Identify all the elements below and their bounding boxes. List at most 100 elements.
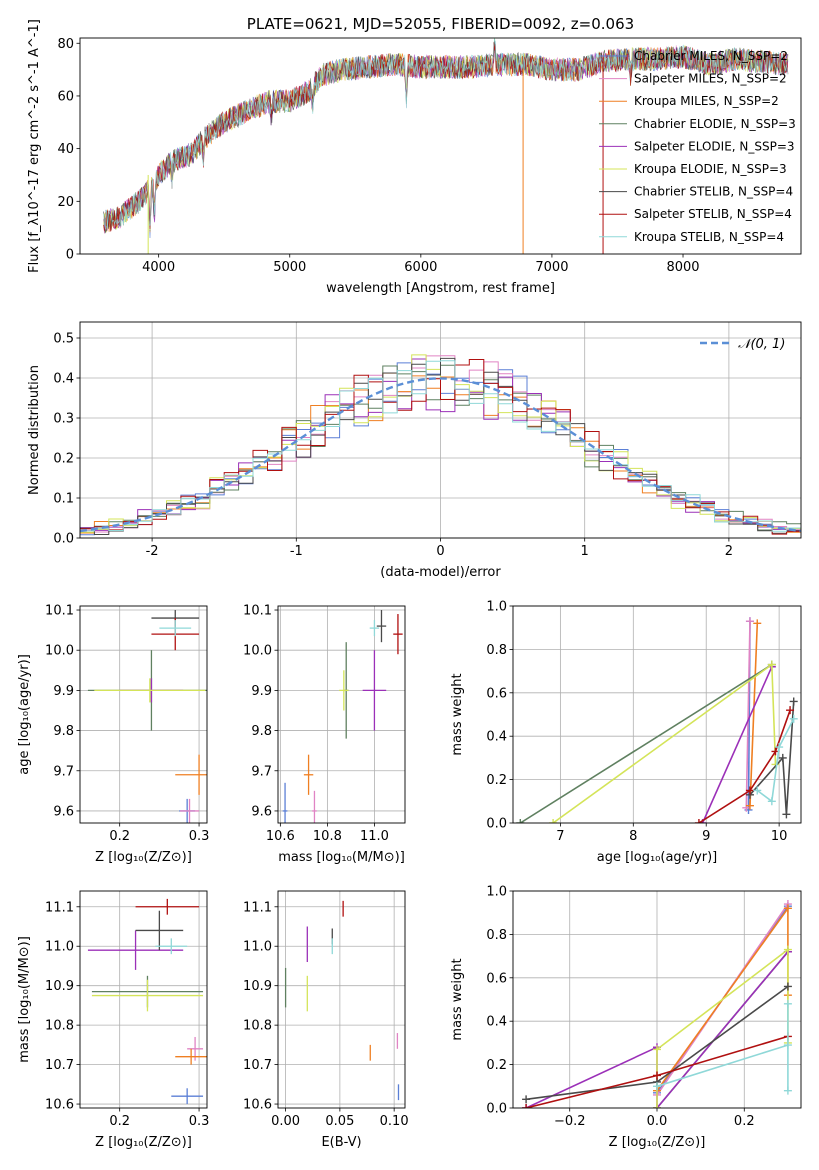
weight-marker (753, 619, 762, 628)
y-tick-label: 10.1 (45, 604, 74, 619)
axes-residuals: -2 -1 0 1 2 0.0 0.1 0.2 0.3 0.4 0.5 (data-model)/er… (27, 321, 802, 580)
x-tick-label: 10.6 (266, 829, 295, 844)
y-tick-label: 0.4 (486, 1015, 507, 1030)
weight-marker (745, 786, 754, 795)
plot-area (103, 38, 789, 254)
y-tick-label: 1.0 (486, 600, 507, 615)
weight-marker (522, 1095, 531, 1104)
weight-marker (783, 904, 792, 913)
legend-label: Salpeter MILES, N_SSP=2 (634, 72, 787, 86)
y-tick-label: 9.6 (251, 804, 272, 819)
y-tick-label: 10.7 (243, 1058, 272, 1073)
weight-marker (745, 617, 754, 626)
weight-marker (745, 801, 754, 810)
weight-marker (778, 753, 787, 762)
weight-marker (694, 819, 703, 823)
y-tick-label: 0.0 (53, 532, 74, 547)
axes-weight-vs-age: 7 8 9 10 0.0 0.2 0.4 0.6 0.8 1.0 age [log₁₀(age/yr… (450, 600, 802, 865)
weight-series-line (749, 623, 759, 806)
y-tick-label: 0.1 (53, 492, 74, 507)
weight-marker (789, 714, 798, 723)
axes-mass-vs-Z: 0.2 0.3 10.6 10.7 10.8 10.9 11.0 11.1 Z [log₁₀(Z… (17, 890, 209, 1150)
legend-label: Kroupa ELODIE, N_SSP=3 (634, 162, 787, 176)
y-tick-label: 80 (57, 37, 74, 52)
x-tick-label: 7 (556, 829, 564, 844)
y-tick-label: 10.0 (243, 644, 272, 659)
axes-frame (512, 890, 802, 1109)
x-axis-label: Z [log₁₀(Z/Z⊙)] (95, 1135, 192, 1150)
weight-marker (783, 999, 792, 1008)
x-tick-label: 0.2 (109, 1114, 130, 1129)
axes-frame (79, 890, 208, 1109)
axes-spectrum: 4000 5000 6000 7000 8000 0 20 40 60 80 wavelength … (27, 15, 802, 296)
weight-series-line (745, 621, 751, 808)
y-tick-label: 0.6 (486, 971, 507, 986)
y-tick-label: 0.4 (486, 730, 507, 745)
legend-label: Kroupa STELIB, N_SSP=4 (634, 230, 784, 244)
weight-series-line (552, 663, 777, 823)
x-tick-label: 0.3 (189, 829, 210, 844)
weight-marker (789, 697, 798, 706)
y-tick-label: 10.8 (243, 1019, 272, 1034)
x-tick-label: 11.0 (360, 829, 389, 844)
axes-age-vs-mass: 10.6 10.8 11.0 9.6 9.7 9.8 9.9 10.0 10.1 mass [lo… (243, 604, 406, 865)
weight-marker (767, 797, 776, 806)
weight-series-line (698, 709, 791, 823)
legend-label: Salpeter ELODIE, N_SSP=3 (634, 139, 795, 153)
axes-frame (79, 321, 802, 539)
x-axis-label: mass [log₁₀(M/M⊙)] (278, 850, 405, 865)
y-tick-label: 0.5 (53, 332, 74, 347)
weight-marker (753, 786, 762, 795)
y-tick-label: 10.6 (45, 1098, 74, 1113)
legend-label: Salpeter STELIB, N_SSP=4 (634, 207, 792, 221)
x-tick-label: -2 (146, 544, 159, 559)
y-tick-label: 11.1 (45, 900, 74, 915)
x-tick-label: 10 (771, 829, 788, 844)
y-tick-label: 0.4 (53, 372, 74, 387)
weight-marker (653, 1071, 661, 1080)
axes-frame (79, 605, 208, 824)
plot-area (516, 617, 798, 823)
axes-weight-vs-Z: −0.2 0.0 0.2 0.0 0.2 0.4 0.6 0.8 1.0 Z [log₁₀(Z/Z… (450, 885, 802, 1150)
x-axis-label: (data-model)/error (380, 565, 501, 580)
y-tick-label: 0.0 (486, 1102, 507, 1117)
y-tick-label: 0.3 (53, 412, 74, 427)
x-tick-label: 0.00 (271, 1114, 300, 1129)
weight-marker (653, 1045, 661, 1054)
x-tick-label: 2 (725, 544, 733, 559)
plot-area (87, 898, 207, 1105)
weight-series-line (519, 663, 773, 823)
y-tick-label: 9.7 (53, 764, 74, 779)
weight-marker (786, 706, 795, 715)
y-tick-label: 1.0 (486, 885, 507, 900)
weight-marker (783, 1041, 792, 1050)
y-tick-label: 10.8 (45, 1019, 74, 1034)
y-tick-label: 60 (57, 89, 74, 104)
y-tick-label: 9.9 (53, 684, 74, 699)
y-axis-label: Normed distribution (27, 365, 42, 495)
y-tick-label: 11.0 (45, 940, 74, 955)
x-tick-label: 0 (436, 544, 444, 559)
y-tick-label: 20 (57, 195, 74, 210)
y-tick-label: 10.7 (45, 1058, 74, 1073)
y-tick-label: 10.0 (45, 644, 74, 659)
weight-marker (522, 1104, 531, 1108)
y-tick-label: 0.2 (53, 452, 74, 467)
weight-marker (549, 819, 558, 823)
axes-mass-vs-EBV: 0.00 0.05 0.10 10.6 10.7 10.8 10.9 11.0 11.1 E(B-… (243, 890, 409, 1150)
x-axis-label: age [log₁₀(age/yr)] (597, 850, 718, 865)
axes-frame (277, 605, 406, 824)
y-tick-label: 0 (66, 248, 74, 263)
histogram-series (80, 355, 801, 533)
y-tick-label: 9.9 (251, 684, 272, 699)
weight-marker (783, 945, 792, 954)
weight-marker (653, 1082, 661, 1091)
weight-marker (653, 1104, 661, 1108)
plot-area (522, 900, 792, 1108)
y-tick-label: 11.1 (243, 900, 272, 915)
x-tick-label: 9 (702, 829, 710, 844)
x-tick-label: 1 (581, 544, 589, 559)
chart-title: PLATE=0621, MJD=52055, FIBERID=0092, z=0… (247, 15, 634, 33)
x-axis-label: wavelength [Angstrom, rest frame] (326, 281, 555, 296)
y-tick-label: 0.0 (486, 817, 507, 832)
